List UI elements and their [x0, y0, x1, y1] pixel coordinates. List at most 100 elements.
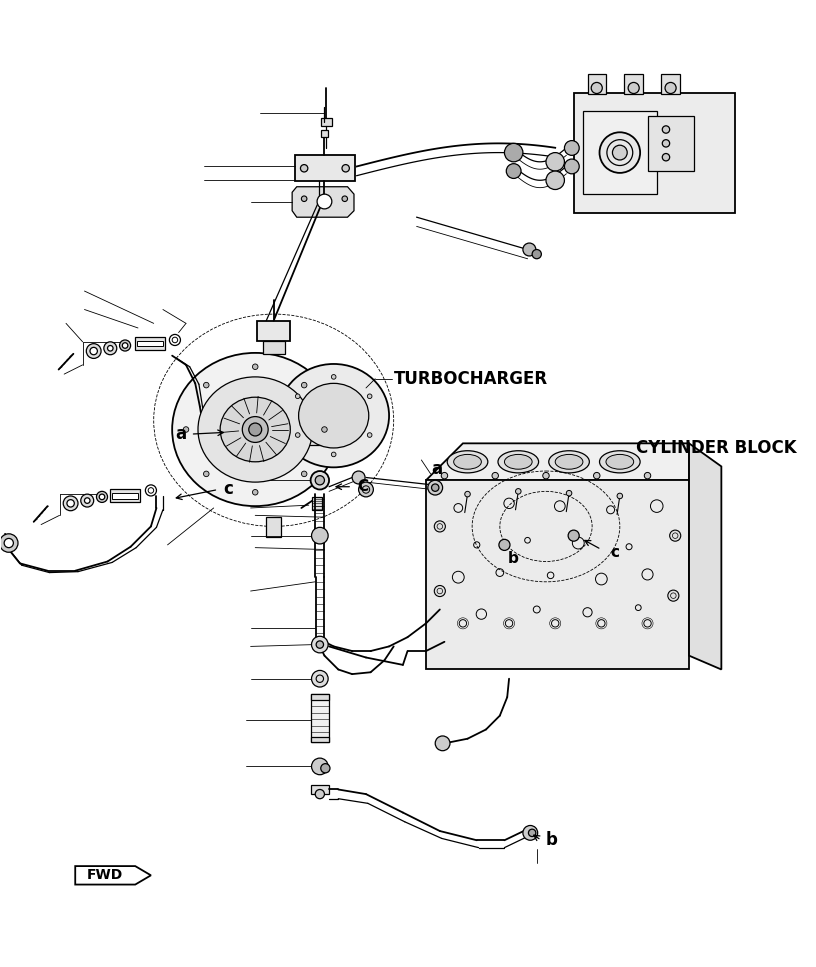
Bar	[574, 93, 735, 213]
Text: a: a	[432, 460, 442, 479]
Text: c: c	[223, 481, 233, 499]
Circle shape	[353, 471, 365, 484]
Circle shape	[63, 496, 78, 511]
Circle shape	[665, 82, 676, 94]
Circle shape	[465, 491, 470, 497]
Circle shape	[301, 382, 307, 388]
Ellipse shape	[555, 454, 583, 469]
Circle shape	[316, 641, 323, 648]
Circle shape	[434, 521, 446, 532]
Circle shape	[67, 500, 74, 507]
Polygon shape	[426, 443, 689, 481]
Circle shape	[322, 426, 327, 432]
Circle shape	[242, 417, 268, 443]
Circle shape	[317, 194, 332, 209]
Bar	[263, 341, 285, 354]
Circle shape	[85, 498, 90, 504]
Bar	[313, 497, 322, 510]
Circle shape	[593, 473, 600, 479]
Circle shape	[311, 471, 329, 489]
Bar	[311, 694, 329, 743]
Circle shape	[315, 476, 325, 484]
Circle shape	[104, 341, 117, 355]
Ellipse shape	[600, 451, 640, 473]
Circle shape	[529, 829, 536, 836]
Bar	[112, 493, 138, 499]
Bar	[426, 481, 689, 669]
Circle shape	[663, 126, 670, 133]
Circle shape	[434, 585, 446, 597]
Text: b: b	[508, 551, 519, 567]
Circle shape	[565, 159, 579, 174]
Circle shape	[108, 345, 113, 351]
Circle shape	[523, 243, 536, 256]
Circle shape	[122, 342, 128, 348]
Bar	[301, 413, 322, 445]
Circle shape	[312, 670, 328, 687]
Circle shape	[441, 473, 448, 479]
Ellipse shape	[504, 454, 532, 469]
Polygon shape	[689, 443, 721, 669]
Circle shape	[532, 249, 541, 259]
Bar	[321, 130, 328, 137]
Circle shape	[504, 143, 523, 161]
Circle shape	[546, 153, 565, 171]
Circle shape	[312, 527, 328, 544]
Text: FWD: FWD	[86, 868, 123, 882]
Text: c: c	[610, 544, 619, 560]
Text: a: a	[175, 425, 186, 443]
Circle shape	[321, 764, 330, 773]
Circle shape	[546, 171, 565, 190]
Circle shape	[249, 423, 262, 436]
Circle shape	[565, 140, 579, 156]
Ellipse shape	[498, 451, 539, 473]
Circle shape	[506, 163, 521, 179]
Circle shape	[367, 433, 372, 437]
Circle shape	[592, 82, 602, 94]
Ellipse shape	[198, 377, 313, 483]
Bar	[137, 341, 163, 346]
Bar	[311, 785, 329, 794]
Bar	[588, 74, 606, 95]
Circle shape	[492, 473, 499, 479]
Circle shape	[670, 530, 681, 542]
Ellipse shape	[548, 451, 589, 473]
Circle shape	[367, 394, 372, 398]
Circle shape	[613, 145, 628, 160]
Circle shape	[663, 154, 670, 161]
Bar	[257, 321, 290, 341]
Bar	[135, 337, 165, 350]
Circle shape	[523, 826, 538, 840]
Circle shape	[100, 494, 104, 500]
Circle shape	[617, 493, 623, 499]
Circle shape	[331, 374, 336, 379]
Circle shape	[499, 540, 510, 550]
Circle shape	[342, 164, 349, 172]
Circle shape	[600, 132, 640, 173]
Circle shape	[301, 196, 307, 201]
Bar	[583, 111, 657, 194]
Circle shape	[432, 484, 439, 491]
Bar	[311, 737, 329, 743]
Bar	[624, 74, 643, 95]
Circle shape	[295, 433, 300, 437]
Circle shape	[203, 471, 209, 477]
Polygon shape	[292, 187, 354, 218]
Circle shape	[119, 340, 131, 351]
Circle shape	[295, 394, 300, 398]
Circle shape	[86, 343, 101, 359]
Ellipse shape	[447, 451, 488, 473]
Circle shape	[203, 382, 209, 388]
Circle shape	[90, 347, 97, 355]
Circle shape	[300, 164, 308, 172]
Bar	[266, 517, 281, 538]
Circle shape	[568, 530, 579, 542]
Ellipse shape	[606, 454, 634, 469]
Circle shape	[543, 473, 549, 479]
Circle shape	[252, 489, 258, 495]
Circle shape	[312, 758, 328, 775]
Circle shape	[645, 473, 650, 479]
Bar	[321, 118, 332, 126]
Ellipse shape	[454, 454, 481, 469]
Text: CYLINDER BLOCK: CYLINDER BLOCK	[636, 439, 797, 457]
